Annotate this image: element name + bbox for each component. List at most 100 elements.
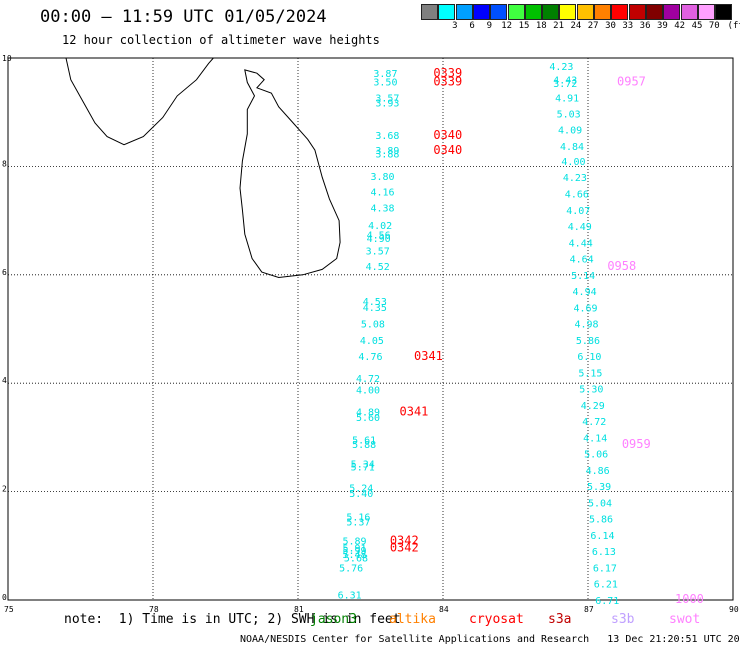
wave-height-label-a: 4.35 xyxy=(363,303,387,314)
wave-height-label-a: 3.68 xyxy=(375,131,399,142)
wave-height-label-a: 5.40 xyxy=(349,489,373,500)
wave-height-label-a: 3.93 xyxy=(375,98,399,109)
wave-height-label-b: 5.30 xyxy=(579,385,603,396)
wave-height-label-a: 5.08 xyxy=(361,320,385,331)
pass-time-label: 0342 xyxy=(390,540,419,554)
wave-height-label-b: 5.15 xyxy=(578,368,602,379)
legend-label: 45 xyxy=(691,21,703,31)
mission-label: jason3 xyxy=(310,612,357,627)
mission-label: cryosat xyxy=(469,612,524,627)
pass-time-label: 0340 xyxy=(433,128,462,142)
legend-label: 18 xyxy=(535,21,547,31)
y-tick-label: 6 xyxy=(2,268,7,277)
wave-height-label-a: 4.16 xyxy=(371,187,395,198)
wave-height-label-a: 6.31 xyxy=(338,591,362,602)
pass-time-label: 0341 xyxy=(400,404,429,418)
y-tick-label: 10 xyxy=(2,54,12,63)
legend-swatch xyxy=(576,4,594,20)
legend-label: 70 xyxy=(708,21,720,31)
legend-swatch xyxy=(559,4,577,20)
pass-time-label: 0959 xyxy=(622,437,651,451)
wave-height-label-a: 3.57 xyxy=(366,246,390,257)
legend-swatch xyxy=(490,4,508,20)
wave-height-label-a: 5.88 xyxy=(352,440,376,451)
x-tick-label: 90 xyxy=(729,605,739,614)
map-title: 00:00 — 11:59 UTC 01/05/2024 xyxy=(40,7,327,27)
wave-height-label-a: 3.87 xyxy=(373,69,397,80)
wave-height-label-a: 3.89 xyxy=(375,146,399,157)
legend-swatch xyxy=(611,4,629,20)
pass-time-label: 0957 xyxy=(617,74,646,88)
legend-label: 42 xyxy=(674,21,686,31)
wave-height-label-a: 5.61 xyxy=(352,436,376,447)
wave-height-label-a: 5.68 xyxy=(344,554,368,565)
wave-height-label-b: 4.00 xyxy=(561,157,585,168)
wave-height-label-a: 4.90 xyxy=(367,234,391,245)
wave-height-label-b: 6.17 xyxy=(593,563,617,574)
wave-height-label-a: 5.91 xyxy=(342,543,366,554)
y-tick-label: 0 xyxy=(2,593,7,602)
wave-height-label-b: 5.86 xyxy=(576,336,600,347)
wave-height-label-b: 5.04 xyxy=(588,498,612,509)
wave-height-label-b: 6.21 xyxy=(594,580,618,591)
map-frame xyxy=(7,57,734,601)
wave-height-label-a: 4.72 xyxy=(356,374,380,385)
y-tick-label: 8 xyxy=(2,159,7,168)
wave-height-label-b: 4.44 xyxy=(569,238,593,249)
wave-height-label-a: 5.48 xyxy=(342,550,366,561)
wave-height-label-b: 4.86 xyxy=(586,466,610,477)
wave-height-label-b: 4.84 xyxy=(560,142,584,153)
y-tick-label: 4 xyxy=(2,376,7,385)
wave-height-label-b: 4.94 xyxy=(573,287,597,298)
legend-swatch xyxy=(697,4,715,20)
legend-swatch xyxy=(628,4,646,20)
sri-lanka-coastline xyxy=(239,69,341,279)
legend-swatch xyxy=(524,4,542,20)
wave-height-label-a: 5.37 xyxy=(346,517,370,528)
wave-height-label-a: 5.16 xyxy=(346,513,370,524)
wave-height-label-b: 5.39 xyxy=(587,482,611,493)
wave-height-label-a: 4.00 xyxy=(356,386,380,397)
legend-swatch xyxy=(472,4,490,20)
wave-height-label-b: 5.14 xyxy=(571,271,595,282)
wave-height-label-a: 5.60 xyxy=(356,413,380,424)
pass-time-label: 0340 xyxy=(433,143,462,157)
wave-height-label-a: 5.71 xyxy=(351,463,375,474)
wave-height-label-b: 6.71 xyxy=(595,596,619,607)
legend-label: 39 xyxy=(656,21,668,31)
legend-label: 15 xyxy=(518,21,530,31)
y-tick-label: 2 xyxy=(2,485,7,494)
legend-label: 6 xyxy=(469,21,475,31)
mission-label: altika xyxy=(389,612,436,627)
wave-height-label-b: 4.07 xyxy=(566,206,590,217)
legend-swatch xyxy=(663,4,681,20)
wave-height-label-b: 4.49 xyxy=(568,222,592,233)
legend-label: 21 xyxy=(553,21,565,31)
wave-height-label-b: 4.23 xyxy=(549,62,573,73)
x-tick-label: 87 xyxy=(584,605,594,614)
wave-height-label-b: 4.43 xyxy=(553,76,577,87)
wave-height-label-a: 3.80 xyxy=(371,172,395,183)
legend-label: 24 xyxy=(570,21,582,31)
legend-swatch xyxy=(455,4,473,20)
wave-height-label-b: 4.91 xyxy=(555,94,579,105)
legend-label: 3 xyxy=(452,21,458,31)
wave-height-label-b: 6.10 xyxy=(577,352,601,363)
legend-swatch xyxy=(594,4,611,20)
x-tick-label: 75 xyxy=(4,605,14,614)
x-tick-label: 78 xyxy=(149,605,159,614)
wave-height-label-b: 4.14 xyxy=(583,433,607,444)
wave-height-label-b: 4.09 xyxy=(558,126,582,137)
x-tick-label: 84 xyxy=(439,605,449,614)
credit-line: NOAA/NESDIS Center for Satellite Applica… xyxy=(240,634,740,645)
legend-swatch xyxy=(715,4,733,20)
wave-height-label-a: 3.50 xyxy=(373,77,397,88)
wave-height-label-a: 5.24 xyxy=(349,483,373,494)
pass-time-label: 0339 xyxy=(433,66,462,80)
wave-height-label-a: 4.38 xyxy=(371,204,395,215)
mission-label: s3b xyxy=(611,612,635,627)
wave-height-label-b: 6.14 xyxy=(590,531,614,542)
legend-label: 36 xyxy=(639,21,651,31)
wave-height-label-a: 5.34 xyxy=(351,459,375,470)
